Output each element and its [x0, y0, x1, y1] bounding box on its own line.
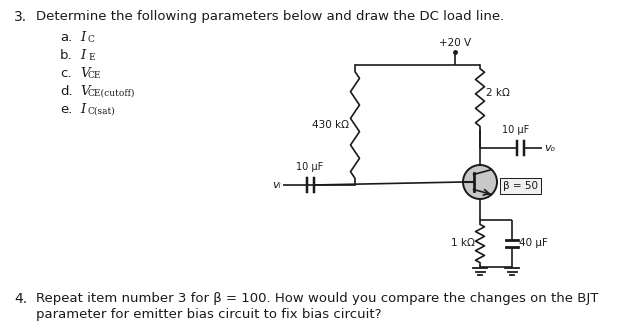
Text: 1 kΩ: 1 kΩ: [451, 239, 475, 249]
Text: 3.: 3.: [14, 10, 27, 24]
Text: b.: b.: [60, 49, 73, 62]
Text: 40 μF: 40 μF: [519, 239, 548, 249]
Text: C: C: [88, 34, 95, 43]
Text: d.: d.: [60, 85, 73, 98]
Text: I: I: [80, 103, 85, 116]
Text: 4.: 4.: [14, 292, 27, 306]
Text: a.: a.: [60, 31, 72, 44]
Text: C(sat): C(sat): [88, 107, 115, 116]
Circle shape: [463, 165, 497, 199]
Text: c.: c.: [60, 67, 71, 80]
Text: CE: CE: [88, 71, 101, 79]
Text: β = 50: β = 50: [503, 181, 538, 191]
Text: Repeat item number 3 for β = 100. How would you compare the changes on the BJT: Repeat item number 3 for β = 100. How wo…: [36, 292, 598, 305]
Text: vᵢ: vᵢ: [272, 180, 281, 190]
Text: E: E: [88, 53, 94, 62]
Text: Determine the following parameters below and draw the DC load line.: Determine the following parameters below…: [36, 10, 504, 23]
Text: parameter for emitter bias circuit to fix bias circuit?: parameter for emitter bias circuit to fi…: [36, 308, 382, 321]
Text: 10 μF: 10 μF: [502, 125, 530, 135]
Text: vₒ: vₒ: [544, 143, 555, 153]
Text: I: I: [80, 49, 85, 62]
Text: V: V: [80, 85, 89, 98]
Text: V: V: [80, 67, 89, 80]
Text: 430 kΩ: 430 kΩ: [312, 120, 349, 130]
Text: 2 kΩ: 2 kΩ: [486, 88, 510, 99]
Text: e.: e.: [60, 103, 72, 116]
Text: +20 V: +20 V: [439, 38, 471, 48]
Text: CE(cutoff): CE(cutoff): [88, 88, 135, 98]
Text: I: I: [80, 31, 85, 44]
Text: 10 μF: 10 μF: [297, 162, 323, 172]
